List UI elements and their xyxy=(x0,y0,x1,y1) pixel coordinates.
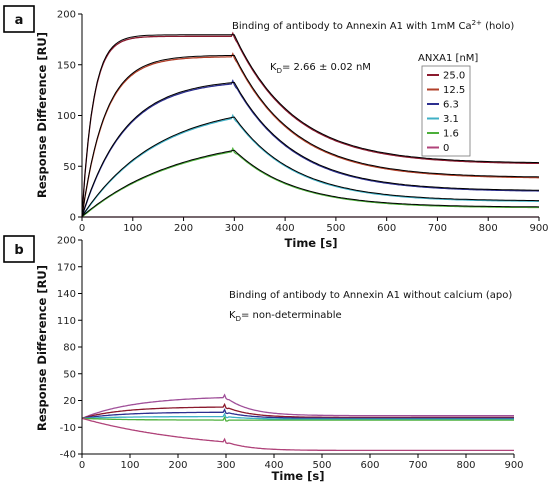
legend-entry: 25.0 xyxy=(443,71,465,82)
ytick-label: 200 xyxy=(57,236,76,247)
panel-a: a 0 50 100 150 200 0 100 200 300 400 500 600 700 800… xyxy=(3,5,549,250)
xtick-label: 500 xyxy=(326,223,345,234)
fit-line xyxy=(81,54,540,217)
ytick-label: 110 xyxy=(57,316,76,327)
ytick-label: 200 xyxy=(57,10,76,21)
series-line xyxy=(81,408,514,419)
xtick-label: 400 xyxy=(276,223,295,234)
xtick-label: 800 xyxy=(479,223,498,234)
panel-b-xlabel: Time [s] xyxy=(272,469,325,483)
panel-a-kd: KD= 2.66 ± 0.02 nM xyxy=(270,62,371,75)
series-line xyxy=(81,415,514,422)
ytick-label: 50 xyxy=(63,369,76,380)
fit-line xyxy=(81,116,539,217)
series-line xyxy=(81,113,539,218)
fit-line xyxy=(81,81,539,217)
xtick-label: 0 xyxy=(79,223,85,234)
panel-b-xticks: 0 100 200 300 400 500 600 700 800 900 xyxy=(79,454,524,471)
xtick-label: 300 xyxy=(225,223,244,234)
fit-line xyxy=(81,149,540,217)
xtick-label: 500 xyxy=(312,460,331,471)
xtick-label: 600 xyxy=(360,460,379,471)
ytick-label: 0 xyxy=(70,213,76,224)
xtick-label: 200 xyxy=(168,460,187,471)
xtick-label: 900 xyxy=(529,223,548,234)
legend-title: ANXA1 [nM] xyxy=(418,53,478,64)
legend-box xyxy=(421,65,471,157)
series-line xyxy=(81,417,514,452)
ytick-label: -40 xyxy=(60,450,76,461)
legend-entry: 0 xyxy=(443,143,449,154)
xtick-label: 400 xyxy=(264,460,283,471)
ytick-label: 150 xyxy=(57,60,76,71)
xtick-label: 700 xyxy=(408,460,427,471)
panel-b-yticks: -40 -10 20 50 80 110 140 170 200 xyxy=(57,236,82,461)
panel-a-legend: ANXA1 [nM] 25.0 12.5 6.3 3.1 1.6 0 xyxy=(418,53,478,157)
panel-b: b -40 -10 20 50 80 110 140 170 200 0 100 200 300 400… xyxy=(3,235,524,483)
panel-b-kd: KD= non-determinable xyxy=(229,310,342,323)
xtick-label: 800 xyxy=(456,460,475,471)
ytick-label: -10 xyxy=(60,423,76,434)
fit-line xyxy=(81,34,540,217)
panel-a-label: a xyxy=(15,13,24,28)
legend-entry: 1.6 xyxy=(443,129,459,140)
panel-b-ylabel: Response Difference [RU] xyxy=(35,265,49,431)
panel-b-annotation: Binding of antibody to Annexin A1 withou… xyxy=(229,290,512,301)
legend-entry: 12.5 xyxy=(443,85,465,96)
xtick-label: 600 xyxy=(377,223,396,234)
xtick-label: 900 xyxy=(504,460,523,471)
legend-entry: 3.1 xyxy=(443,114,459,125)
panel-a-ylabel: Response Difference [RU] xyxy=(35,32,49,198)
xtick-label: 100 xyxy=(120,460,139,471)
legend-entry: 6.3 xyxy=(443,100,459,111)
panel-a-annotation: Binding of antibody to Annexin A1 with 1… xyxy=(232,19,514,32)
series-line xyxy=(81,146,539,218)
panel-b-label: b xyxy=(14,243,23,258)
series-line xyxy=(82,412,514,420)
ytick-label: 170 xyxy=(57,262,76,273)
ytick-label: 140 xyxy=(57,289,76,300)
xtick-label: 200 xyxy=(174,223,193,234)
xtick-label: 300 xyxy=(216,460,235,471)
xtick-label: 100 xyxy=(123,223,142,234)
panel-a-xticks: 0 100 200 300 400 500 600 700 800 900 xyxy=(79,217,549,234)
xtick-label: 700 xyxy=(428,223,447,234)
series-line xyxy=(81,79,539,218)
series-line xyxy=(81,402,514,419)
ytick-label: 80 xyxy=(63,343,76,354)
panel-a-yticks: 0 50 100 150 200 xyxy=(57,10,82,224)
xtick-label: 0 xyxy=(79,460,85,471)
panel-b-label-box xyxy=(3,235,35,263)
panel-b-series xyxy=(81,393,514,452)
series-line xyxy=(81,52,539,218)
ytick-label: 100 xyxy=(57,111,76,122)
ytick-label: 20 xyxy=(63,396,76,407)
series-line xyxy=(81,393,514,419)
panel-a-xlabel: Time [s] xyxy=(285,236,338,250)
series-line xyxy=(81,31,539,218)
ytick-label: 50 xyxy=(63,162,76,173)
panel-a-label-box xyxy=(3,5,35,33)
